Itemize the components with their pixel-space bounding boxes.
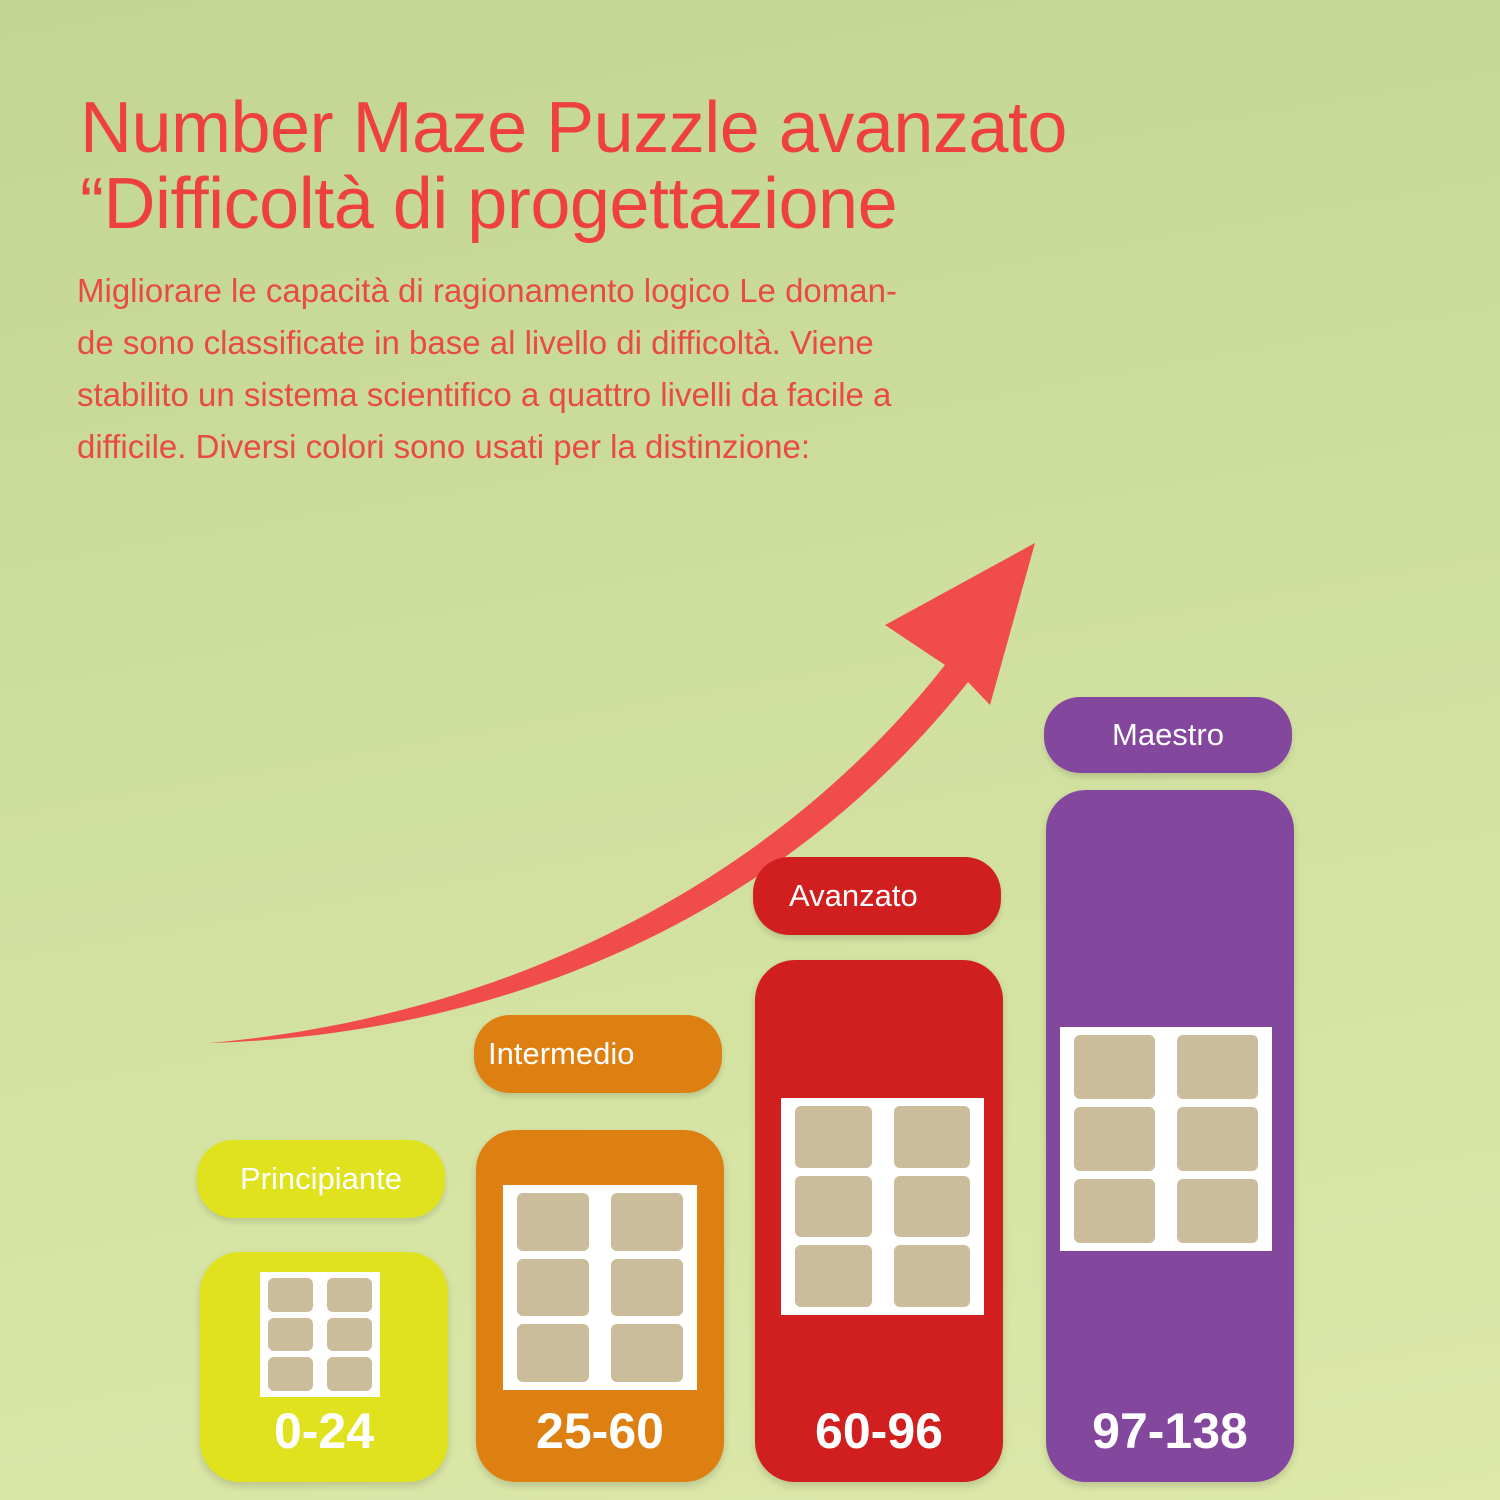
level-range: 0-24: [273, 1403, 375, 1459]
level-label: Avanzato: [789, 878, 918, 913]
level-label: Principiante: [240, 1161, 402, 1196]
level-range: 60-96: [815, 1403, 943, 1459]
level-range: 97-138: [1092, 1403, 1248, 1459]
puzzle-thumbnail: [1060, 1027, 1272, 1251]
title-line-1: Number Maze Puzzle avanzato: [80, 88, 1067, 168]
title-line-2: “Difficoltà di progettazione: [80, 164, 898, 244]
description: Migliorare le capacità di ragionamento l…: [77, 265, 1037, 473]
level-pill-intermedio: Intermedio: [474, 1015, 722, 1093]
puzzle-thumbnail: [260, 1272, 380, 1397]
description-line: difficile. Diversi colori sono usati per…: [77, 428, 811, 465]
level-label: Intermedio: [488, 1036, 635, 1071]
level-pill-maestro: Maestro: [1044, 697, 1292, 773]
puzzle-thumbnail: [503, 1185, 697, 1390]
description-line: stabilito un sistema scientifico a quatt…: [77, 376, 892, 413]
puzzle-thumbnail: [781, 1098, 984, 1315]
level-range: 25-60: [536, 1403, 664, 1459]
level-card-avanzato: 60-96: [755, 960, 1003, 1482]
level-card-intermedio: 25-60: [476, 1130, 724, 1482]
description-line: de sono classificate in base al livello …: [77, 324, 874, 361]
description-line: Migliorare le capacità di ragionamento l…: [77, 272, 897, 309]
level-label: Maestro: [1112, 717, 1224, 752]
level-pill-avanzato: Avanzato: [753, 857, 1001, 935]
level-card-principiante: 0-24: [200, 1252, 448, 1482]
level-pill-principiante: Principiante: [197, 1140, 445, 1218]
level-card-maestro: 97-138: [1046, 790, 1294, 1482]
